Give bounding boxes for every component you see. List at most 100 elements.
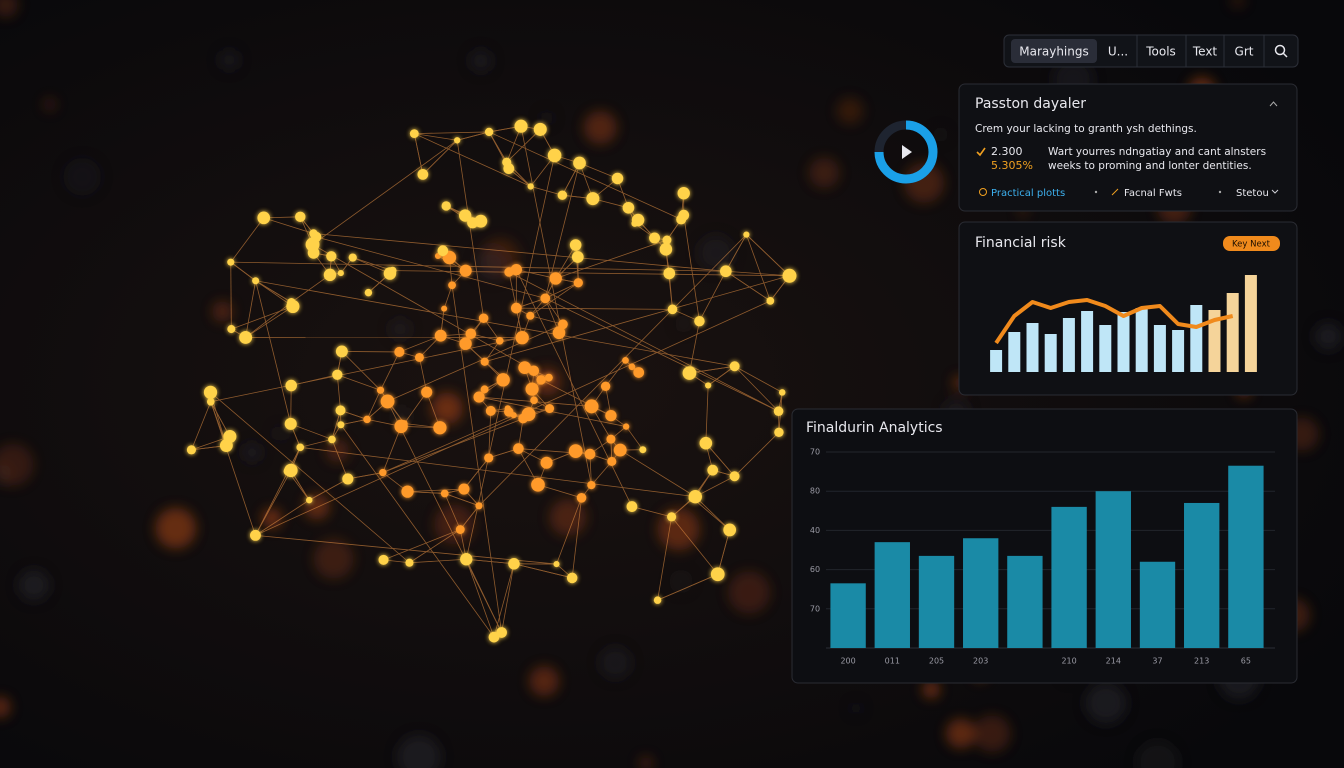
edge — [230, 261, 256, 282]
node — [252, 277, 260, 285]
node — [552, 326, 566, 340]
edge — [352, 257, 393, 272]
edge — [255, 280, 735, 367]
edge — [605, 360, 626, 387]
node — [513, 443, 524, 454]
node — [502, 157, 512, 167]
badge[interactable]: Key Next — [1232, 240, 1271, 250]
edge — [341, 351, 400, 353]
node — [478, 313, 489, 324]
edge — [501, 563, 515, 633]
link[interactable]: Practical plotts — [991, 188, 1065, 199]
node — [379, 468, 387, 477]
node — [495, 336, 504, 345]
edge — [331, 410, 341, 440]
panel — [958, 83, 1298, 212]
node — [186, 445, 196, 455]
link[interactable]: Facnal Fwts — [1124, 188, 1182, 199]
nav-item[interactable]: Tools — [1145, 45, 1176, 59]
edge — [746, 234, 771, 302]
bokeh-dot — [973, 714, 1011, 753]
edge — [291, 374, 338, 386]
bokeh-dot — [849, 701, 863, 715]
node — [485, 405, 496, 416]
edge — [493, 563, 515, 638]
node — [557, 190, 568, 200]
edge — [591, 461, 613, 486]
bokeh-dot — [599, 646, 632, 679]
link-icon — [1111, 188, 1119, 196]
node — [540, 456, 553, 469]
node — [558, 319, 568, 330]
node — [719, 265, 732, 278]
node — [569, 239, 582, 251]
nav-item[interactable]: Grt — [1235, 45, 1254, 59]
bar — [918, 555, 955, 648]
search-icon[interactable] — [1274, 44, 1288, 58]
link[interactable]: Stetou — [1236, 188, 1269, 199]
edge — [340, 418, 368, 426]
nav-item[interactable]: Marayhings — [1019, 45, 1089, 59]
bar — [963, 538, 999, 648]
edge — [657, 573, 718, 601]
edge — [516, 307, 673, 310]
edge — [734, 365, 779, 412]
node — [605, 409, 617, 422]
bar — [1007, 555, 1043, 648]
edge — [255, 499, 310, 536]
edge — [579, 162, 618, 179]
node — [394, 346, 405, 358]
node — [773, 406, 784, 417]
edge — [414, 131, 490, 135]
nav-item[interactable]: U... — [1108, 45, 1128, 59]
edge — [705, 442, 735, 477]
node — [206, 397, 215, 406]
edge — [705, 385, 709, 444]
stat-change: 5.305% — [991, 159, 1033, 172]
bokeh-dot — [1229, 0, 1246, 10]
edge — [657, 516, 672, 601]
node — [531, 477, 545, 492]
edge — [459, 505, 480, 530]
node — [465, 328, 477, 340]
edge — [309, 478, 349, 501]
node — [227, 325, 236, 334]
node — [613, 443, 627, 457]
node — [480, 357, 489, 366]
node — [694, 315, 705, 327]
edge — [555, 239, 668, 279]
x-tick-label: 203 — [973, 657, 988, 666]
edge — [366, 390, 381, 420]
node — [662, 235, 672, 245]
bar — [1008, 332, 1021, 372]
node — [328, 435, 336, 444]
nodes — [186, 119, 797, 643]
badge-bg[interactable] — [1223, 236, 1280, 251]
edge — [291, 274, 331, 303]
node — [203, 385, 218, 399]
node — [348, 253, 357, 262]
bokeh-dot — [242, 442, 262, 463]
edge — [336, 374, 341, 411]
node — [305, 237, 320, 252]
node — [653, 596, 662, 604]
dropdown-caret[interactable] — [1271, 189, 1279, 194]
node — [678, 209, 690, 221]
edge — [413, 133, 424, 175]
node — [421, 386, 433, 398]
node — [628, 363, 636, 371]
edge — [484, 340, 501, 363]
node — [710, 567, 725, 582]
nav-item[interactable]: Text — [1192, 45, 1218, 59]
collapse-caret[interactable] — [1269, 101, 1278, 107]
nav-bar: Marayhings U... Tools Text Grt — [1003, 34, 1299, 68]
node — [458, 483, 470, 495]
edge — [352, 257, 391, 274]
edge — [707, 365, 735, 386]
stat-value: 2.300 — [991, 145, 1023, 158]
node — [607, 456, 617, 467]
play-icon[interactable] — [874, 120, 938, 184]
bokeh-dot — [218, 49, 240, 71]
bokeh-dot — [1136, 741, 1179, 768]
x-tick-label: 200 — [840, 657, 855, 666]
